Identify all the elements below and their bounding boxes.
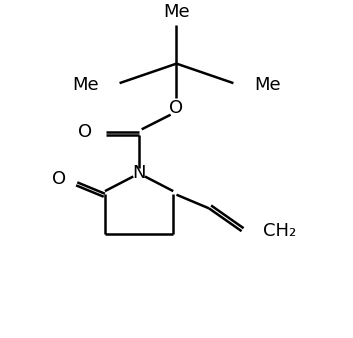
Text: Me: Me (255, 76, 281, 94)
Text: N: N (132, 164, 146, 182)
Text: O: O (52, 170, 66, 188)
Text: CH₂: CH₂ (263, 222, 296, 240)
Text: Me: Me (163, 3, 190, 21)
Text: O: O (78, 123, 92, 141)
Text: Me: Me (72, 76, 98, 94)
Text: O: O (169, 99, 184, 117)
